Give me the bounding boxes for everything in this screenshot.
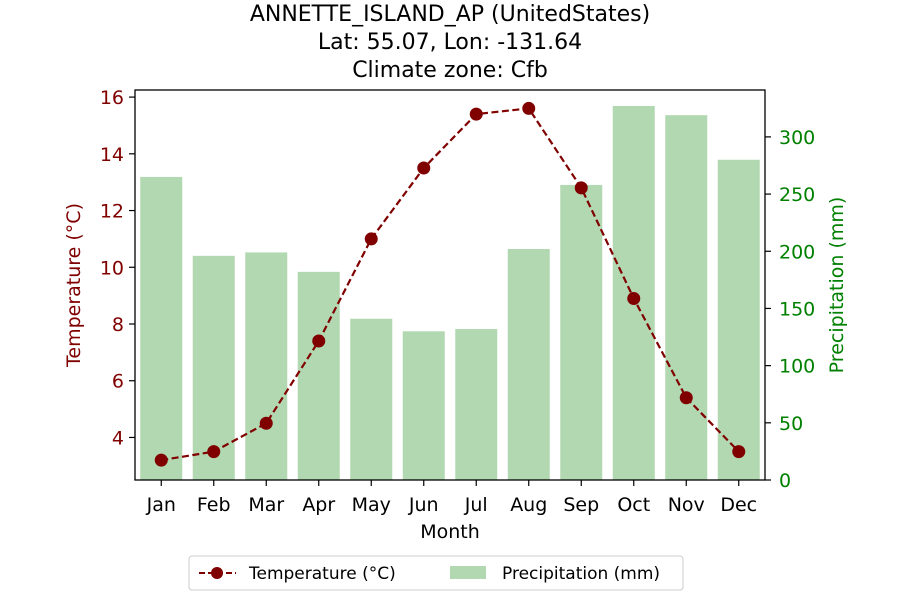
x-tick-label: Feb — [197, 494, 231, 516]
temperature-point-may — [364, 232, 378, 246]
right-axis-label: Precipitation (mm) — [826, 197, 848, 374]
temperature-point-aug — [522, 101, 536, 115]
left-axis: 4 6 8 10 12 14 16 — [100, 87, 135, 449]
x-tick-label: Mar — [248, 494, 284, 516]
precipitation-bar-sep — [560, 184, 603, 480]
left-tick-label: 8 — [112, 314, 124, 336]
temperature-point-jul — [469, 107, 483, 121]
right-axis: 0 50 100 150 200 250 300 — [765, 127, 815, 492]
temperature-point-feb — [207, 445, 221, 459]
precipitation-bar-jul — [455, 329, 498, 480]
title-line-2: Lat: 55.07, Lon: -131.64 — [318, 30, 582, 55]
temperature-point-oct — [627, 291, 641, 305]
x-tick-label: Dec — [720, 494, 757, 516]
legend-temperature-marker-icon — [211, 567, 223, 579]
right-tick-label: 50 — [779, 413, 803, 435]
temperature-point-mar — [259, 416, 273, 430]
legend-box — [188, 555, 684, 591]
x-tick-label: Jul — [464, 494, 488, 516]
plot-frame — [134, 89, 766, 481]
temperature-point-sep — [574, 181, 588, 195]
x-tick-label: Jun — [408, 494, 439, 516]
legend-temperature-label: Temperature (°C) — [248, 564, 396, 584]
left-tick-label: 6 — [112, 371, 124, 393]
precipitation-bar-may — [350, 318, 393, 480]
temperature-series-line — [161, 107, 740, 462]
right-tick-label: 300 — [779, 127, 815, 149]
precipitation-bar-nov — [665, 115, 708, 481]
temperature-line — [154, 101, 746, 467]
right-tick-label: 100 — [779, 356, 815, 378]
chart-title: ANNETTE_ISLAND_AP (UnitedStates) Lat: 55… — [250, 2, 650, 83]
precipitation-bars — [140, 106, 760, 481]
legend: Temperature (°C) Precipitation (mm) — [188, 555, 684, 591]
title-line-1: ANNETTE_ISLAND_AP (UnitedStates) — [250, 2, 650, 27]
left-axis-label: Temperature (°C) — [63, 203, 85, 368]
temperature-point-apr — [312, 334, 326, 348]
x-tick-label: Nov — [668, 494, 705, 516]
left-tick-label: 12 — [100, 201, 124, 223]
left-tick-label: 10 — [100, 257, 124, 279]
right-tick-label: 0 — [779, 470, 791, 492]
legend-precipitation-swatch-icon — [450, 566, 486, 579]
x-tick-label: Apr — [302, 494, 335, 516]
x-axis: Jan Feb Mar Apr May Jun Jul Aug Sep Oct Nov Dec — [146, 480, 757, 516]
temperature-point-jan — [154, 453, 168, 467]
precipitation-bar-jan — [140, 176, 183, 480]
precipitation-bar-feb — [192, 255, 235, 480]
right-tick-label: 150 — [779, 298, 815, 320]
x-tick-label: Sep — [563, 494, 599, 516]
x-tick-label: Oct — [617, 494, 650, 516]
left-tick-label: 14 — [100, 144, 124, 166]
right-tick-label: 250 — [779, 184, 815, 206]
x-axis-label: Month — [420, 521, 480, 543]
title-line-3: Climate zone: Cfb — [352, 58, 548, 83]
left-tick-label: 4 — [112, 427, 124, 449]
legend-precipitation-label: Precipitation (mm) — [502, 564, 660, 584]
temperature-point-dec — [732, 445, 746, 459]
x-tick-label: May — [352, 494, 391, 516]
temperature-point-jun — [417, 161, 431, 175]
precipitation-bar-dec — [717, 159, 760, 481]
x-tick-label: Aug — [510, 494, 547, 516]
x-tick-label: Jan — [146, 494, 176, 516]
right-tick-label: 200 — [779, 241, 815, 263]
precipitation-bar-jun — [402, 331, 445, 480]
precipitation-bar-mar — [245, 252, 288, 480]
precipitation-bar-apr — [297, 271, 340, 480]
temperature-point-nov — [679, 391, 693, 405]
left-tick-label: 16 — [100, 87, 124, 109]
precipitation-bar-aug — [507, 248, 550, 480]
